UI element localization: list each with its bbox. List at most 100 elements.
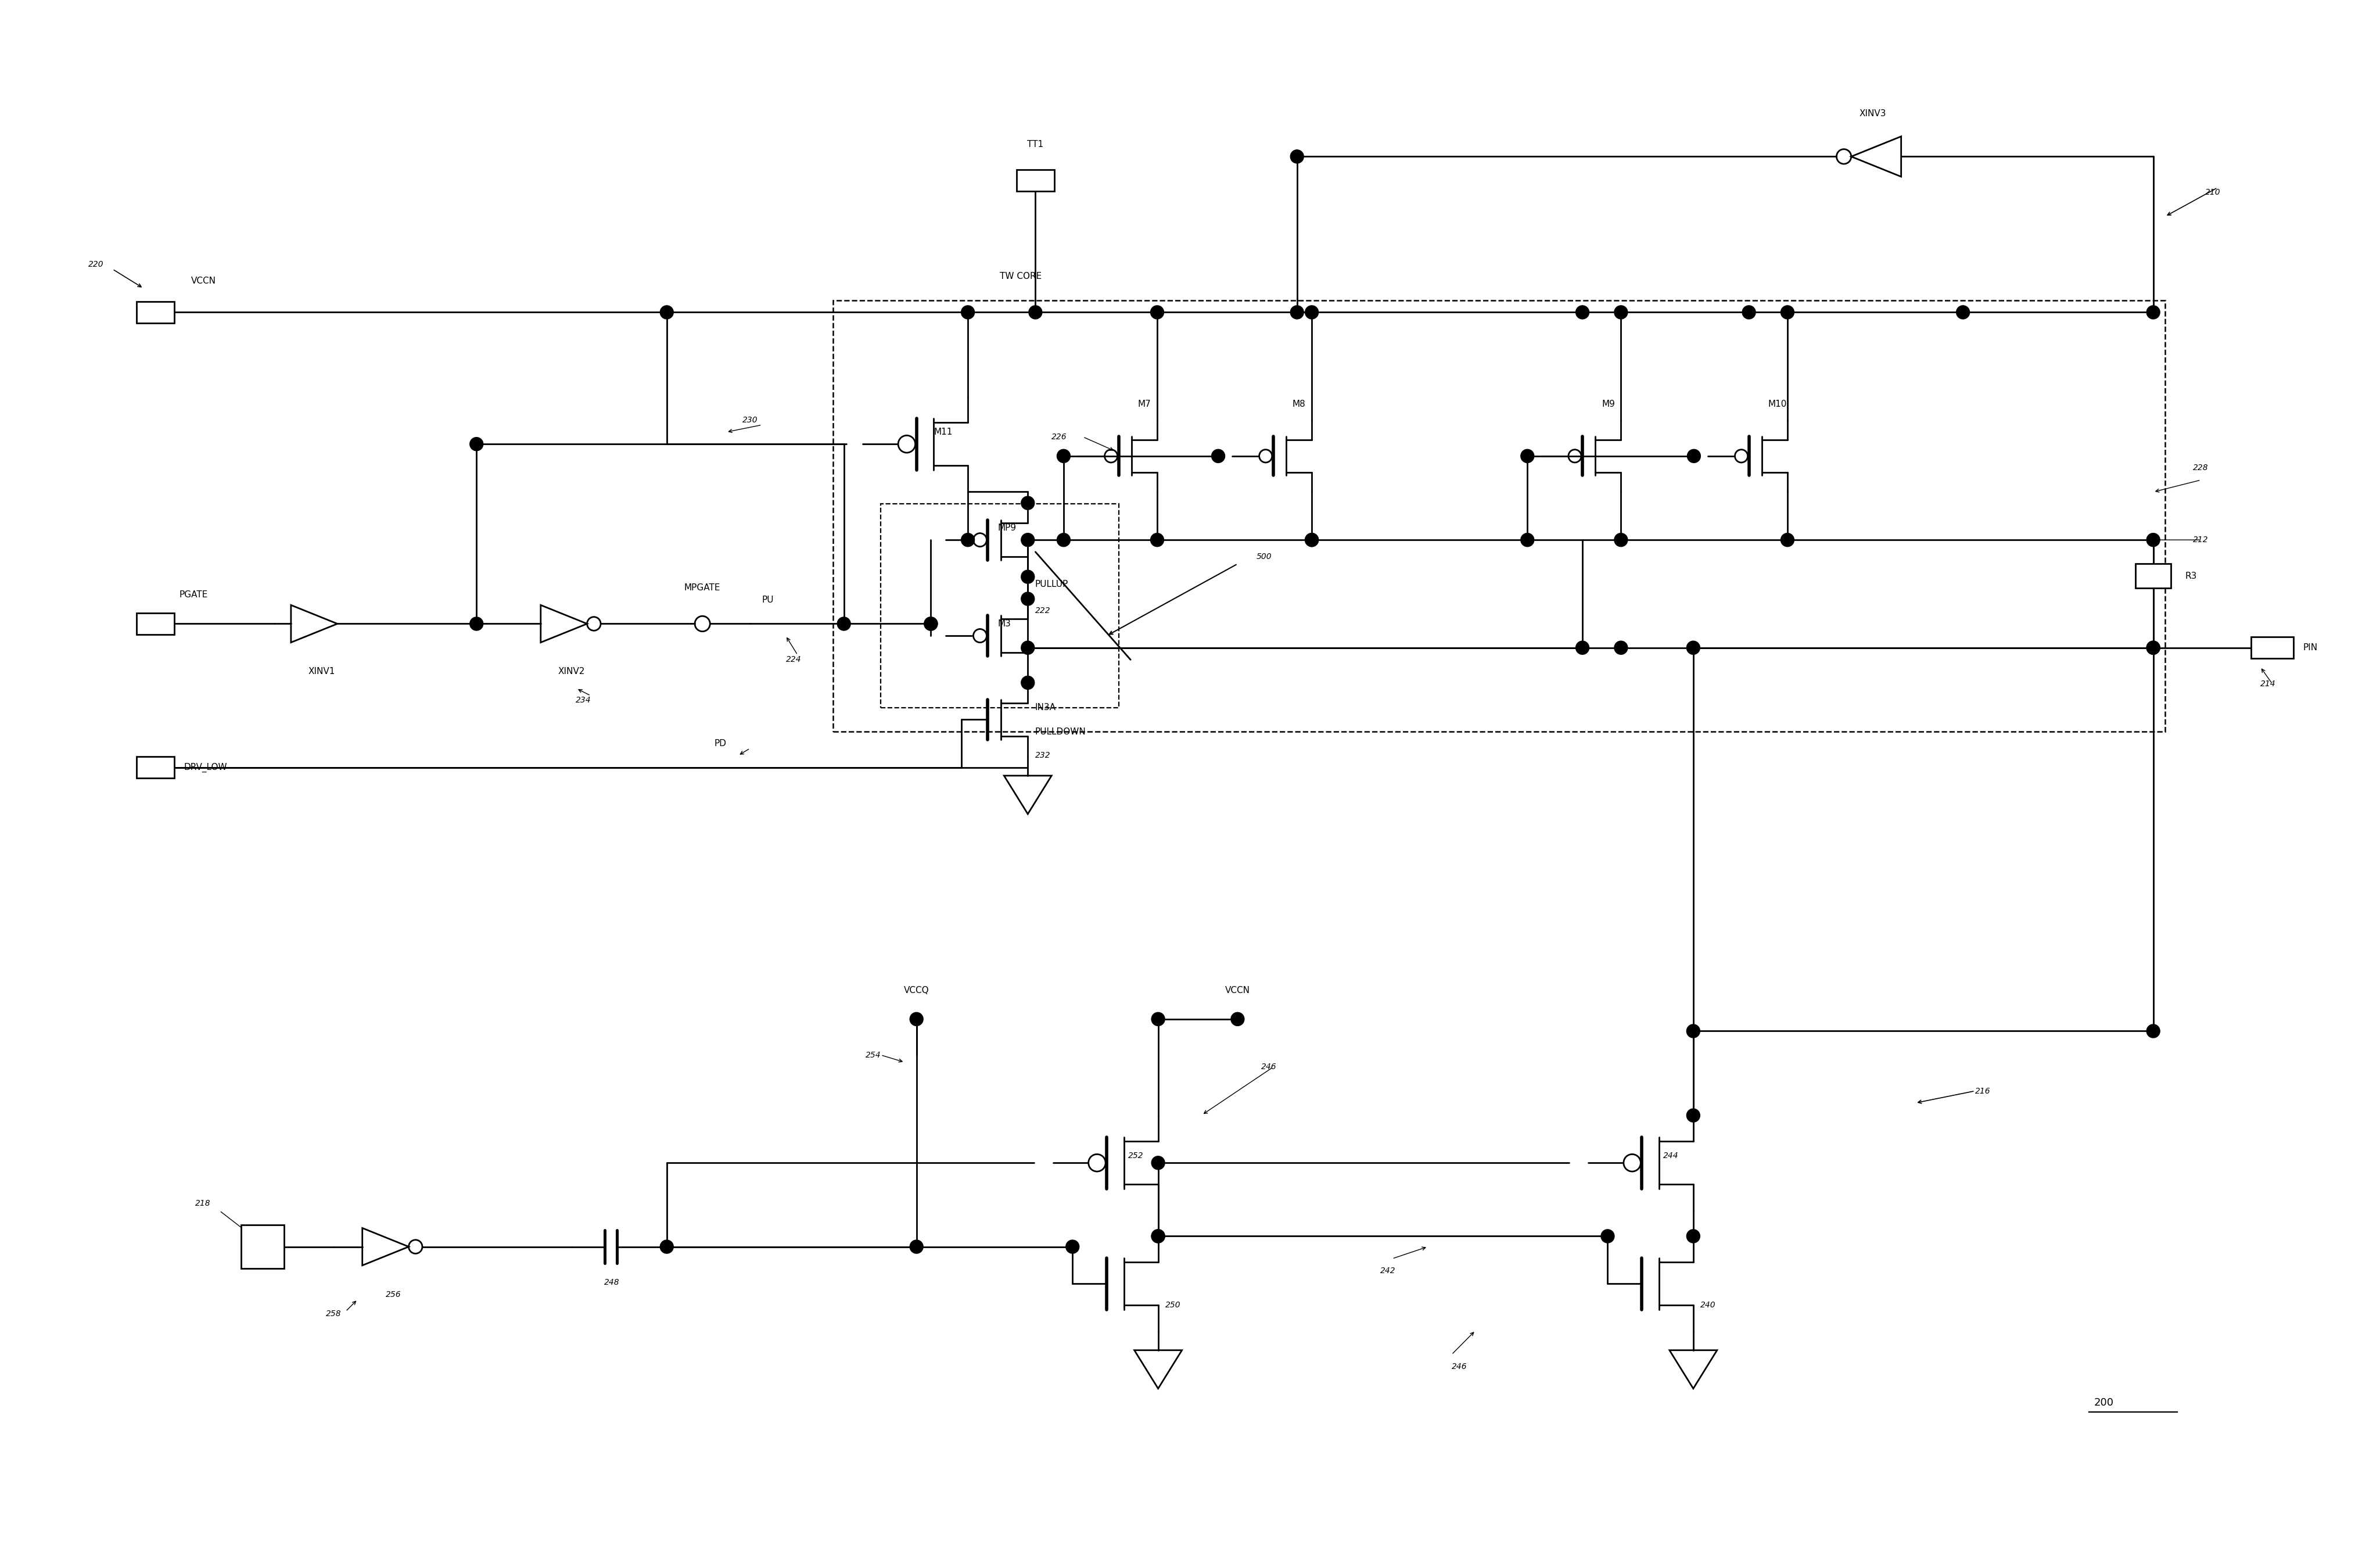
Text: PIN: PIN — [2304, 644, 2318, 652]
Circle shape — [1152, 1157, 1164, 1169]
Text: 214: 214 — [2261, 680, 2275, 688]
Circle shape — [2147, 641, 2161, 655]
Circle shape — [1687, 1108, 1699, 1122]
Text: PU: PU — [762, 596, 774, 605]
Circle shape — [1780, 306, 1795, 320]
Circle shape — [1614, 533, 1628, 547]
Text: 220: 220 — [88, 260, 105, 268]
Circle shape — [1021, 533, 1035, 547]
Circle shape — [1521, 533, 1535, 547]
Circle shape — [1304, 533, 1319, 547]
Circle shape — [1057, 533, 1071, 547]
Circle shape — [1152, 1230, 1164, 1243]
Circle shape — [1521, 449, 1535, 463]
Circle shape — [962, 533, 973, 547]
Circle shape — [1057, 449, 1071, 463]
Circle shape — [1211, 449, 1226, 463]
Text: 216: 216 — [1975, 1087, 1990, 1094]
Text: M3: M3 — [997, 619, 1012, 628]
Circle shape — [2147, 641, 2161, 655]
Text: M7: M7 — [1138, 401, 1152, 408]
Circle shape — [923, 617, 938, 630]
FancyBboxPatch shape — [136, 301, 174, 323]
Circle shape — [1614, 306, 1628, 320]
Text: 200: 200 — [2094, 1397, 2113, 1408]
Circle shape — [909, 1012, 923, 1026]
Circle shape — [1742, 306, 1756, 320]
Text: VCCQ: VCCQ — [904, 985, 928, 995]
Circle shape — [838, 617, 850, 630]
FancyBboxPatch shape — [1016, 170, 1054, 192]
Circle shape — [1687, 641, 1699, 655]
Text: 222: 222 — [1035, 606, 1050, 614]
Circle shape — [1304, 533, 1319, 547]
Circle shape — [1614, 641, 1628, 655]
Text: M11: M11 — [933, 427, 952, 437]
Circle shape — [1290, 306, 1304, 320]
Text: 256: 256 — [386, 1291, 400, 1299]
Text: 226: 226 — [1052, 433, 1066, 441]
Text: 250: 250 — [1166, 1302, 1180, 1310]
Text: 258: 258 — [326, 1310, 340, 1317]
FancyBboxPatch shape — [136, 613, 174, 635]
Circle shape — [1021, 641, 1035, 655]
Text: MP9: MP9 — [997, 524, 1016, 532]
Circle shape — [1576, 641, 1590, 655]
Circle shape — [962, 306, 973, 320]
Text: 228: 228 — [2192, 465, 2209, 472]
Text: 242: 242 — [1380, 1266, 1395, 1275]
Text: 246: 246 — [1452, 1363, 1466, 1370]
Text: M8: M8 — [1292, 401, 1307, 408]
Circle shape — [1304, 306, 1319, 320]
Text: XINV1: XINV1 — [309, 667, 336, 677]
Text: 224: 224 — [785, 656, 802, 664]
Text: VCCN: VCCN — [1226, 985, 1250, 995]
Circle shape — [1687, 449, 1702, 463]
Text: 248: 248 — [605, 1278, 619, 1286]
Text: 232: 232 — [1035, 751, 1050, 759]
Text: 500: 500 — [1257, 552, 1271, 561]
Circle shape — [659, 306, 674, 320]
Text: TT1: TT1 — [1028, 140, 1042, 150]
Text: 218: 218 — [195, 1199, 212, 1208]
Circle shape — [2147, 533, 2161, 547]
Text: XINV3: XINV3 — [1859, 109, 1885, 118]
Circle shape — [1152, 1230, 1164, 1243]
Text: 252: 252 — [1128, 1152, 1145, 1160]
Text: 212: 212 — [2192, 536, 2209, 544]
Circle shape — [1780, 533, 1795, 547]
Circle shape — [1150, 306, 1164, 320]
Circle shape — [1021, 496, 1035, 510]
Text: R3: R3 — [2185, 572, 2197, 580]
FancyBboxPatch shape — [240, 1225, 283, 1269]
Text: PULLDOWN: PULLDOWN — [1035, 726, 1085, 736]
Text: XINV2: XINV2 — [559, 667, 585, 677]
Circle shape — [1687, 1230, 1699, 1243]
Circle shape — [2147, 306, 2161, 320]
FancyBboxPatch shape — [2251, 638, 2294, 658]
Text: 230: 230 — [743, 416, 757, 424]
Circle shape — [659, 1239, 674, 1253]
Circle shape — [469, 438, 483, 451]
Text: TW CORE: TW CORE — [1000, 271, 1042, 281]
Text: 210: 210 — [2204, 189, 2221, 196]
Circle shape — [469, 617, 483, 630]
Text: PD: PD — [714, 739, 726, 748]
FancyBboxPatch shape — [136, 756, 174, 778]
Text: 244: 244 — [1664, 1152, 1678, 1160]
Circle shape — [1066, 1239, 1078, 1253]
FancyBboxPatch shape — [2135, 564, 2171, 588]
Text: VCCN: VCCN — [190, 278, 217, 285]
Circle shape — [1021, 677, 1035, 689]
Text: PULLUP: PULLUP — [1035, 580, 1069, 589]
Circle shape — [1152, 1012, 1164, 1026]
Text: M9: M9 — [1602, 401, 1616, 408]
Circle shape — [1028, 306, 1042, 320]
Text: 246: 246 — [1261, 1063, 1276, 1071]
Circle shape — [909, 1239, 923, 1253]
Text: 234: 234 — [576, 697, 590, 705]
Circle shape — [1290, 150, 1304, 164]
Text: M10: M10 — [1768, 401, 1787, 408]
Circle shape — [1602, 1230, 1614, 1243]
Circle shape — [1021, 571, 1035, 583]
